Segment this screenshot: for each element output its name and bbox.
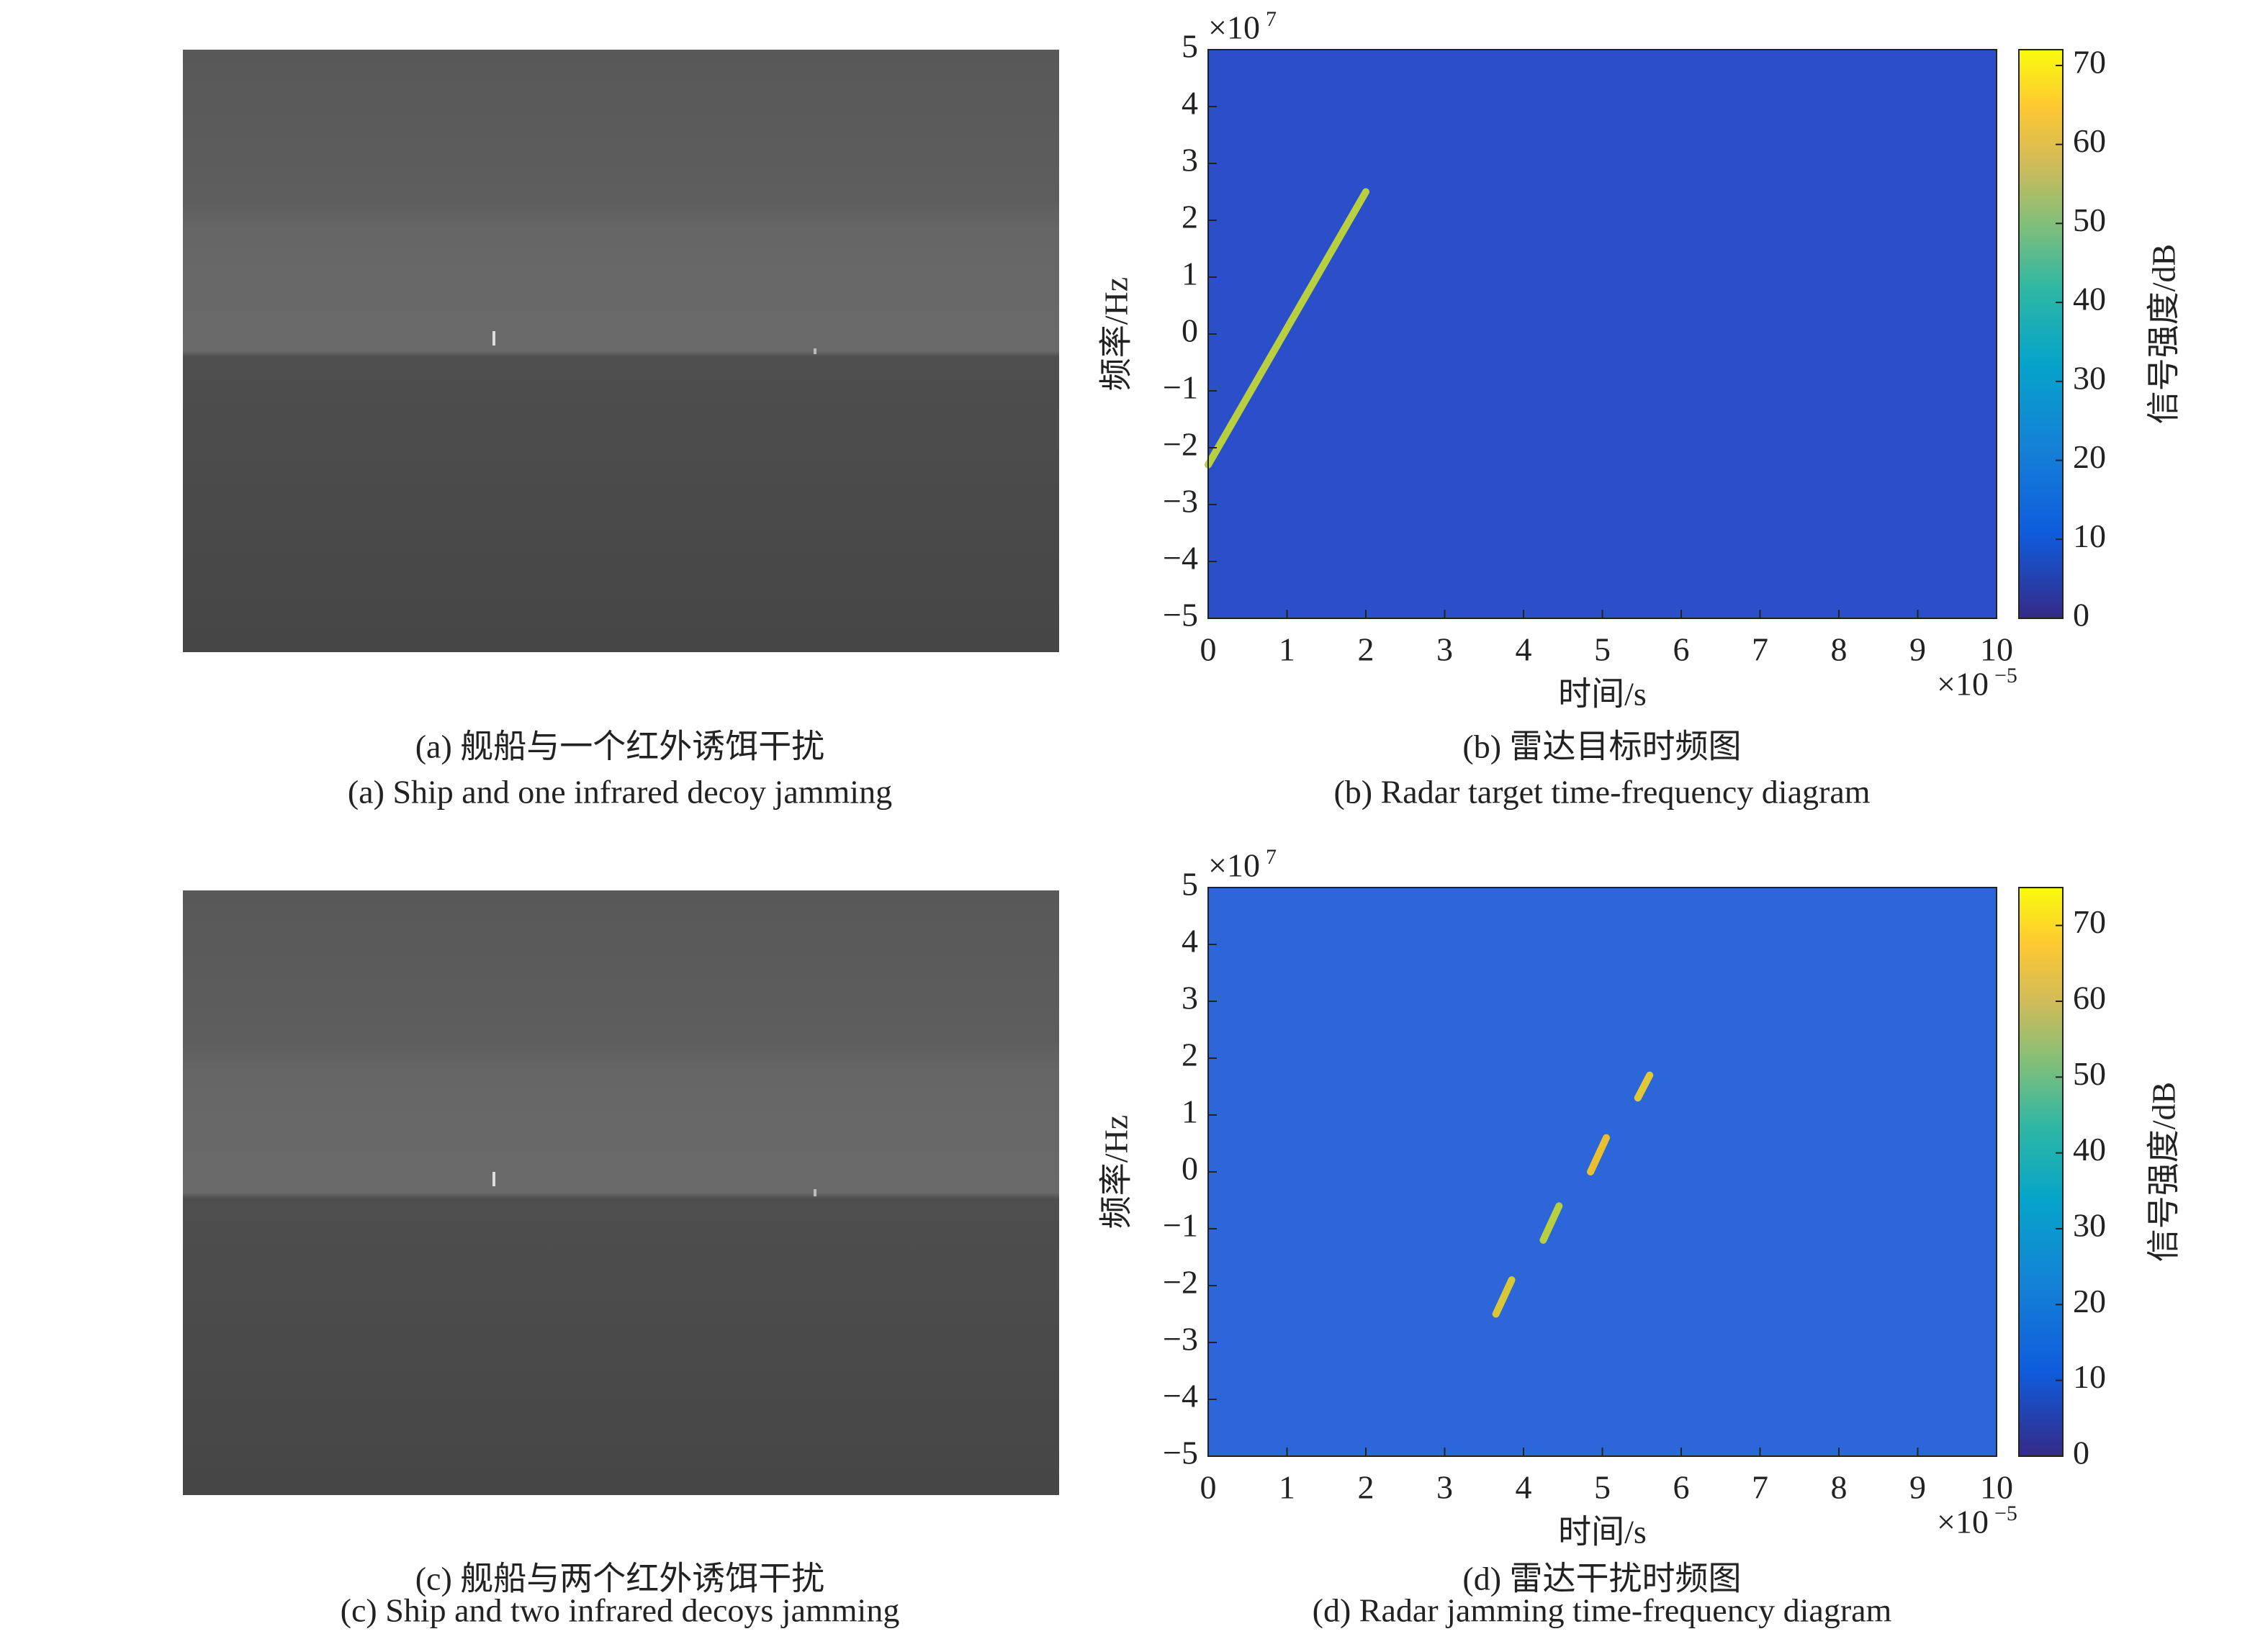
y-tick-label: 1 [1182,256,1198,292]
x-tick-label: 6 [1673,631,1690,668]
photo-c [183,890,1059,1495]
photo-a [183,50,1059,652]
y-exponent: ×10 [1208,9,1260,46]
y-tick-label: 2 [1182,1037,1198,1073]
colorbar-tick-label: 0 [2073,597,2089,633]
colorbar-tick-label: 10 [2073,1358,2106,1395]
y-tick-label: −3 [1163,1321,1198,1358]
x-exponent: ×10 [1937,1504,1989,1540]
colorbar-tick-label: 0 [2073,1435,2089,1471]
x-axis-label: 时间/s [1558,1514,1647,1551]
colorbar-tick-label: 40 [2073,281,2106,317]
colorbar-tick-label: 50 [2073,1055,2106,1092]
x-tick-label: 7 [1752,631,1768,668]
y-tick-label: 1 [1182,1093,1198,1130]
x-tick-label: 1 [1279,631,1295,668]
y-tick-label: 5 [1182,866,1198,903]
heatmap-background [1208,50,1997,618]
y-exponent-power: 7 [1266,845,1277,869]
x-tick-label: 0 [1200,631,1217,668]
signal-trace [1539,1202,1563,1244]
y-tick-label: −2 [1163,1264,1198,1301]
x-tick-label: 3 [1436,1469,1453,1506]
colorbar-tick-label: 30 [2073,1207,2106,1244]
x-tick-label: 5 [1594,1469,1611,1506]
x-exponent-power: −5 [1994,664,2017,687]
y-exponent: ×10 [1208,847,1260,884]
colorbar-tick-label: 70 [2073,44,2106,81]
caption: (c) 舰船与两个红外诱饵干扰 [415,1561,825,1597]
y-tick-label: −4 [1163,540,1198,577]
colorbar-tick-label: 60 [2073,980,2106,1016]
y-exponent-power: 7 [1266,7,1277,31]
y-tick-label: 3 [1182,142,1198,179]
colorbar-label: 信号强度/dB [2146,244,2182,424]
y-tick-label: −2 [1163,426,1198,463]
x-tick-label: 9 [1909,1469,1926,1506]
y-tick-label: −5 [1163,597,1198,633]
x-tick-label: 4 [1516,631,1532,668]
colorbar-tick-label: 70 [2073,903,2106,940]
x-tick-label: 0 [1200,1469,1217,1506]
signal-trace [1587,1134,1610,1175]
x-tick-label: 8 [1831,1469,1848,1506]
colorbar [2018,49,2064,619]
colorbar-tick-label: 20 [2073,438,2106,475]
x-tick-label: 2 [1358,1469,1374,1506]
y-tick-label: −1 [1163,1207,1198,1244]
x-exponent: ×10 [1937,666,1989,703]
caption: (d) Radar jamming time-frequency diagram [1313,1592,1892,1629]
caption: (d) 雷达干扰时频图 [1462,1561,1741,1597]
y-axis-label: 频率/Hz [1098,1115,1135,1229]
x-axis-label: 时间/s [1558,676,1647,713]
signal-trace [1492,1276,1516,1318]
caption: (a) 舰船与一个红外诱饵干扰 [415,728,825,765]
x-tick-label: 10 [1980,631,2013,668]
y-tick-label: 0 [1182,312,1198,349]
colorbar-tick-label: 40 [2073,1131,2106,1168]
x-tick-label: 1 [1279,1469,1295,1506]
colorbar-tick-label: 30 [2073,359,2106,396]
y-tick-label: −3 [1163,483,1198,520]
colorbar-tick-label: 20 [2073,1283,2106,1319]
y-tick-label: −5 [1163,1435,1198,1471]
x-tick-label: 9 [1909,631,1926,668]
colorbar-label: 信号强度/dB [2146,1082,2182,1262]
colorbar-tick-label: 60 [2073,122,2106,159]
caption: (b) 雷达目标时频图 [1462,728,1741,765]
colorbar-tick-label: 10 [2073,518,2106,554]
y-tick-label: 3 [1182,980,1198,1016]
x-tick-label: 10 [1980,1469,2013,1506]
signal-trace [1205,188,1369,469]
y-tick-label: 4 [1182,923,1198,960]
heatmap-background [1208,888,1997,1456]
colorbar-tick-label: 50 [2073,202,2106,238]
x-tick-label: 4 [1516,1469,1532,1506]
y-tick-label: 4 [1182,85,1198,122]
y-tick-label: −4 [1163,1378,1198,1414]
caption: (b) Radar target time-frequency diagram [1333,774,1870,811]
x-tick-label: 5 [1594,631,1611,668]
colorbar [2018,887,2064,1457]
x-exponent-power: −5 [1994,1502,2017,1525]
y-tick-label: 5 [1182,28,1198,65]
caption: (c) Ship and two infrared decoys jamming [341,1592,900,1629]
y-axis-label: 频率/Hz [1098,277,1135,391]
x-tick-label: 8 [1831,631,1848,668]
y-tick-label: 0 [1182,1150,1198,1187]
x-tick-label: 6 [1673,1469,1690,1506]
x-tick-label: 7 [1752,1469,1768,1506]
x-tick-label: 3 [1436,631,1453,668]
y-tick-label: −1 [1163,369,1198,406]
caption: (a) Ship and one infrared decoy jamming [348,774,892,811]
y-tick-label: 2 [1182,199,1198,235]
x-tick-label: 2 [1358,631,1374,668]
signal-trace [1634,1071,1654,1102]
